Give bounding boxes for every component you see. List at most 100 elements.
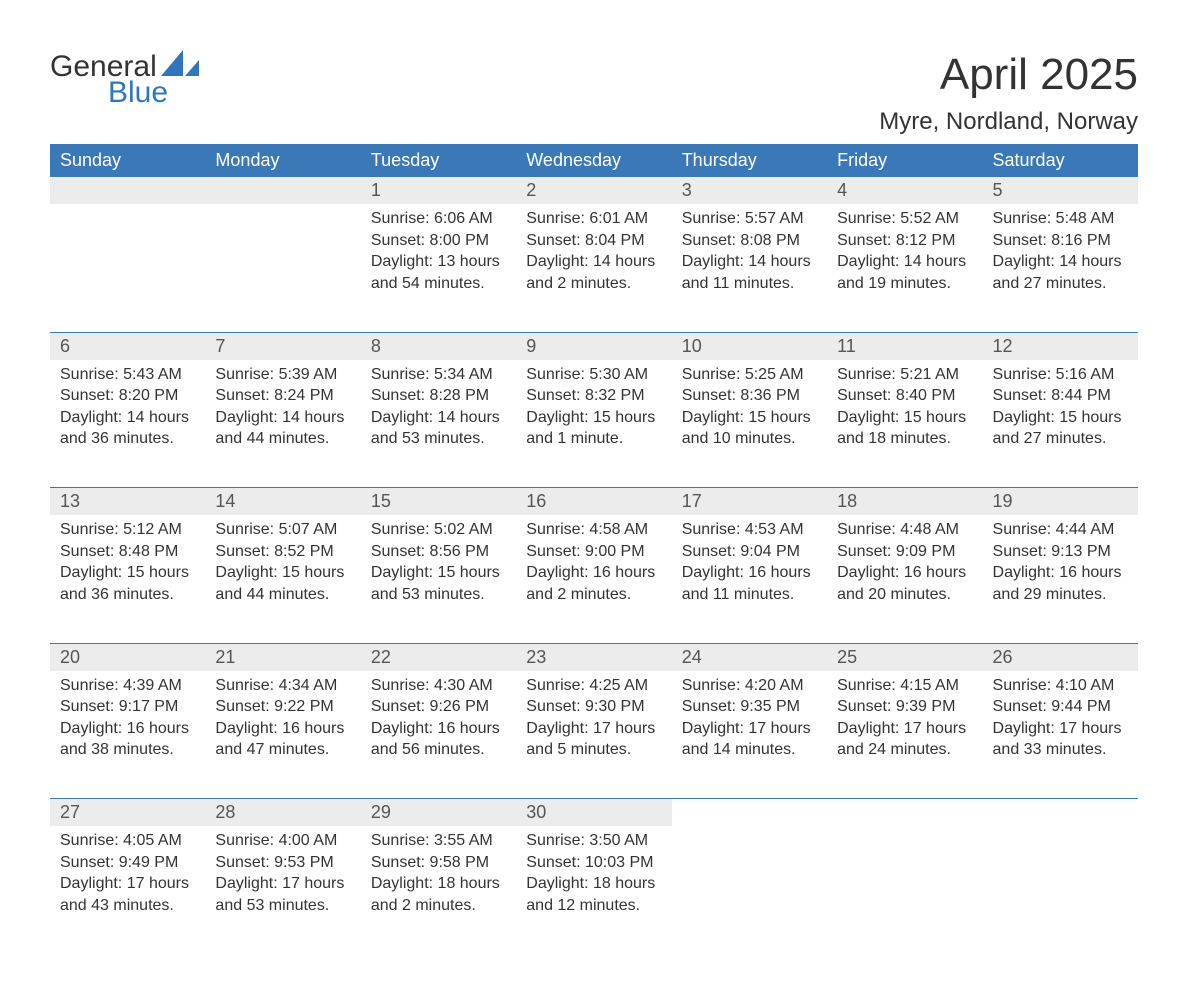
calendar-body: 12345Sunrise: 6:06 AMSunset: 8:00 PMDayl…: [50, 177, 1138, 954]
content-row: Sunrise: 6:06 AMSunset: 8:00 PMDaylight:…: [50, 204, 1138, 332]
sunset-text: Sunset: 9:04 PM: [682, 541, 817, 563]
daynum-row: 13141516171819: [50, 488, 1138, 516]
day-cell: Sunrise: 5:39 AMSunset: 8:24 PMDaylight:…: [205, 360, 360, 488]
day-number-cell: 24: [672, 643, 827, 671]
day-content: Sunrise: 5:48 AMSunset: 8:16 PMDaylight:…: [983, 204, 1138, 302]
empty-cell: [827, 826, 982, 954]
empty-daynum-cell: [827, 799, 982, 827]
day-content: Sunrise: 6:06 AMSunset: 8:00 PMDaylight:…: [361, 204, 516, 302]
day-cell: Sunrise: 5:21 AMSunset: 8:40 PMDaylight:…: [827, 360, 982, 488]
day-number: 17: [672, 488, 827, 515]
daylight-text-1: Daylight: 17 hours: [993, 718, 1128, 740]
empty-daynum-cell: [672, 799, 827, 827]
day-header: Wednesday: [516, 144, 671, 177]
daylight-text-2: and 14 minutes.: [682, 739, 817, 761]
sunset-text: Sunset: 9:26 PM: [371, 696, 506, 718]
day-number-cell: 22: [361, 643, 516, 671]
day-number: 16: [516, 488, 671, 515]
day-number: 18: [827, 488, 982, 515]
empty-daynum-cell: [983, 799, 1138, 827]
day-number-cell: 18: [827, 488, 982, 516]
sunrise-text: Sunrise: 6:06 AM: [371, 208, 506, 230]
day-content: Sunrise: 4:15 AMSunset: 9:39 PMDaylight:…: [827, 671, 982, 769]
sunset-text: Sunset: 9:22 PM: [215, 696, 350, 718]
sunset-text: Sunset: 8:44 PM: [993, 385, 1128, 407]
daylight-text-2: and 2 minutes.: [526, 584, 661, 606]
day-number-cell: 29: [361, 799, 516, 827]
content-row: Sunrise: 5:12 AMSunset: 8:48 PMDaylight:…: [50, 515, 1138, 643]
day-content: Sunrise: 4:34 AMSunset: 9:22 PMDaylight:…: [205, 671, 360, 769]
day-number-cell: 27: [50, 799, 205, 827]
sunrise-text: Sunrise: 5:02 AM: [371, 519, 506, 541]
sunrise-text: Sunrise: 4:00 AM: [215, 830, 350, 852]
day-content: Sunrise: 4:20 AMSunset: 9:35 PMDaylight:…: [672, 671, 827, 769]
day-number: 19: [983, 488, 1138, 515]
day-number: 3: [672, 177, 827, 204]
day-number-cell: 25: [827, 643, 982, 671]
daylight-text-1: Daylight: 18 hours: [371, 873, 506, 895]
day-cell: Sunrise: 4:39 AMSunset: 9:17 PMDaylight:…: [50, 671, 205, 799]
daylight-text-2: and 1 minute.: [526, 428, 661, 450]
day-cell: Sunrise: 5:02 AMSunset: 8:56 PMDaylight:…: [361, 515, 516, 643]
day-number: 25: [827, 644, 982, 671]
day-cell: Sunrise: 4:20 AMSunset: 9:35 PMDaylight:…: [672, 671, 827, 799]
daylight-text-2: and 19 minutes.: [837, 273, 972, 295]
content-row: Sunrise: 5:43 AMSunset: 8:20 PMDaylight:…: [50, 360, 1138, 488]
day-number-cell: 21: [205, 643, 360, 671]
sunset-text: Sunset: 9:53 PM: [215, 852, 350, 874]
day-cell: Sunrise: 4:53 AMSunset: 9:04 PMDaylight:…: [672, 515, 827, 643]
day-number-cell: 30: [516, 799, 671, 827]
daylight-text-2: and 44 minutes.: [215, 584, 350, 606]
day-cell: Sunrise: 5:34 AMSunset: 8:28 PMDaylight:…: [361, 360, 516, 488]
day-cell: Sunrise: 5:16 AMSunset: 8:44 PMDaylight:…: [983, 360, 1138, 488]
daylight-text-1: Daylight: 17 hours: [215, 873, 350, 895]
day-number: 13: [50, 488, 205, 515]
daylight-text-1: Daylight: 17 hours: [60, 873, 195, 895]
sunrise-text: Sunrise: 5:39 AM: [215, 364, 350, 386]
day-content: Sunrise: 5:52 AMSunset: 8:12 PMDaylight:…: [827, 204, 982, 302]
day-number: 20: [50, 644, 205, 671]
day-number: 28: [205, 799, 360, 826]
location: Myre, Nordland, Norway: [879, 108, 1138, 136]
day-content: Sunrise: 5:25 AMSunset: 8:36 PMDaylight:…: [672, 360, 827, 458]
day-content: Sunrise: 5:30 AMSunset: 8:32 PMDaylight:…: [516, 360, 671, 458]
sunset-text: Sunset: 8:28 PM: [371, 385, 506, 407]
daylight-text-2: and 5 minutes.: [526, 739, 661, 761]
daylight-text-2: and 20 minutes.: [837, 584, 972, 606]
day-cell: Sunrise: 6:06 AMSunset: 8:00 PMDaylight:…: [361, 204, 516, 332]
day-number: 29: [361, 799, 516, 826]
sunset-text: Sunset: 8:20 PM: [60, 385, 195, 407]
sunset-text: Sunset: 8:16 PM: [993, 230, 1128, 252]
day-number: 30: [516, 799, 671, 826]
day-number-cell: 26: [983, 643, 1138, 671]
empty-daynum-cell: [205, 177, 360, 204]
empty-cell: [983, 826, 1138, 954]
sunset-text: Sunset: 9:58 PM: [371, 852, 506, 874]
day-number: 7: [205, 333, 360, 360]
day-content: Sunrise: 4:48 AMSunset: 9:09 PMDaylight:…: [827, 515, 982, 613]
day-header: Saturday: [983, 144, 1138, 177]
day-number-cell: 14: [205, 488, 360, 516]
daylight-text-1: Daylight: 15 hours: [526, 407, 661, 429]
brand-word-2: Blue: [108, 78, 168, 108]
daylight-text-1: Daylight: 15 hours: [993, 407, 1128, 429]
sunset-text: Sunset: 9:44 PM: [993, 696, 1128, 718]
sunset-text: Sunset: 9:30 PM: [526, 696, 661, 718]
daylight-text-2: and 36 minutes.: [60, 428, 195, 450]
day-number: 1: [361, 177, 516, 204]
day-number: 2: [516, 177, 671, 204]
empty-daynum-cell: [50, 177, 205, 204]
day-content: Sunrise: 4:53 AMSunset: 9:04 PMDaylight:…: [672, 515, 827, 613]
day-cell: Sunrise: 4:00 AMSunset: 9:53 PMDaylight:…: [205, 826, 360, 954]
daylight-text-1: Daylight: 14 hours: [215, 407, 350, 429]
sunrise-text: Sunrise: 4:10 AM: [993, 675, 1128, 697]
day-content: Sunrise: 3:50 AMSunset: 10:03 PMDaylight…: [516, 826, 671, 924]
day-content: Sunrise: 6:01 AMSunset: 8:04 PMDaylight:…: [516, 204, 671, 302]
day-content: Sunrise: 4:10 AMSunset: 9:44 PMDaylight:…: [983, 671, 1138, 769]
day-cell: Sunrise: 5:12 AMSunset: 8:48 PMDaylight:…: [50, 515, 205, 643]
sunrise-text: Sunrise: 4:44 AM: [993, 519, 1128, 541]
day-content: Sunrise: 4:25 AMSunset: 9:30 PMDaylight:…: [516, 671, 671, 769]
sunrise-text: Sunrise: 3:55 AM: [371, 830, 506, 852]
brand-logo: General Blue: [50, 50, 199, 108]
daylight-text-1: Daylight: 15 hours: [682, 407, 817, 429]
